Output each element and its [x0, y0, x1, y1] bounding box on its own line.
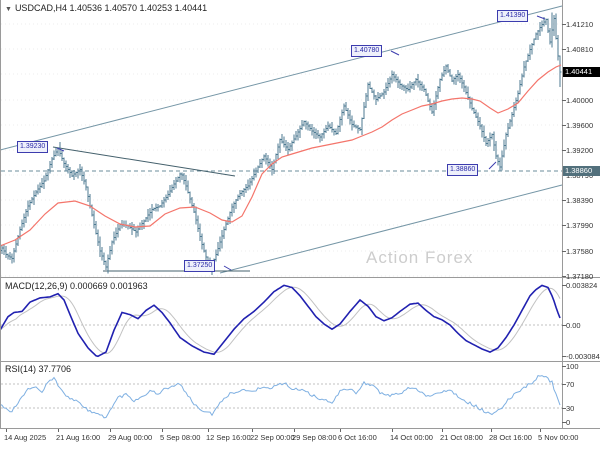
- axis-tick: [562, 356, 566, 357]
- axis-tick: [562, 225, 566, 226]
- ohlc-values: 1.40536 1.40570 1.40253 1.40441: [69, 3, 208, 13]
- level-price-tag: 1.38860: [563, 166, 600, 176]
- time-axis-label: 29 Aug 00:00: [108, 433, 153, 442]
- axis-tick: [562, 285, 566, 286]
- price-callout[interactable]: 1.37250: [184, 260, 216, 272]
- time-axis-tick: [252, 429, 253, 432]
- macd-name: MACD(12,26,9): [5, 281, 68, 291]
- rsi-line: [0, 375, 561, 419]
- rsi-value: 37.7706: [38, 364, 72, 374]
- time-axis-label: 14 Oct 00:00: [390, 433, 433, 442]
- time-axis-label: 14 Aug 2025: [4, 433, 47, 442]
- price-axis-label: 1.39600: [566, 121, 594, 130]
- time-axis-tick: [392, 429, 393, 432]
- chart-dropdown-icon[interactable]: ▼: [5, 6, 12, 13]
- time-axis-tick: [540, 429, 541, 432]
- axis-tick: [562, 24, 566, 25]
- channel-upper[interactable]: [0, 5, 563, 151]
- watermark: Action Forex: [366, 248, 474, 267]
- axis-tick: [562, 384, 566, 385]
- time-axis-separator: [0, 428, 600, 429]
- macd-main-line: [0, 284, 561, 358]
- price-axis-label: 1.40000: [566, 96, 594, 105]
- macd-axis-label: -0.003084: [566, 352, 600, 361]
- time-axis-tick: [340, 429, 341, 432]
- axis-border: [562, 0, 563, 429]
- time-axis-label: 29 Sep 08:00: [292, 433, 337, 442]
- time-axis-label: 5 Nov 00:00: [538, 433, 579, 442]
- macd-axis-label: 0.00: [566, 321, 581, 330]
- time-axis-label: 28 Oct 16:00: [489, 433, 532, 442]
- macd-indicator-label: MACD(12,26,9) 0.000669 0.001963: [5, 281, 148, 291]
- price-axis-label: 1.41210: [566, 20, 594, 29]
- rsi-name: RSI(14): [5, 364, 37, 374]
- axis-tick: [562, 251, 566, 252]
- time-axis-tick: [162, 429, 163, 432]
- time-axis-tick: [442, 429, 443, 432]
- time-axis-tick: [6, 429, 7, 432]
- price-callout[interactable]: 1.38860: [447, 164, 479, 176]
- price-axis-label: 1.37990: [566, 221, 594, 230]
- axis-tick: [562, 276, 566, 277]
- time-axis-tick: [208, 429, 209, 432]
- price-axis-label: 1.37180: [566, 272, 594, 281]
- candlestick-series[interactable]: [0, 12, 562, 276]
- axis-tick: [562, 366, 566, 367]
- axis-tick: [562, 150, 566, 151]
- time-axis-label: 22 Sep 00:00: [250, 433, 295, 442]
- macd-values: 0.000669 0.001963: [70, 281, 148, 291]
- time-axis-label: 6 Oct 16:00: [338, 433, 377, 442]
- descending-trendline[interactable]: [52, 146, 236, 177]
- chart-title: ▼ USDCAD,H4 1.40536 1.40570 1.40253 1.404…: [5, 3, 207, 13]
- axis-tick: [562, 325, 566, 326]
- price-callout[interactable]: 1.39230: [17, 141, 49, 153]
- time-axis-label: 12 Sep 16:00: [206, 433, 251, 442]
- price-callout[interactable]: 1.41390: [497, 10, 529, 22]
- price-axis-label: 1.37580: [566, 247, 594, 256]
- price-axis-label: 1.40810: [566, 45, 594, 54]
- time-axis-tick: [58, 429, 59, 432]
- rsi-axis-label: 70: [566, 380, 575, 389]
- moving-average-line: [0, 64, 562, 247]
- axis-tick: [562, 200, 566, 201]
- current-price-tag: 1.40441: [563, 67, 600, 77]
- price-callout[interactable]: 1.40780: [351, 45, 383, 57]
- rsi-axis-label: 0: [566, 418, 571, 427]
- macd-axis-label: 0.003824: [566, 281, 598, 290]
- time-axis-label: 21 Aug 16:00: [56, 433, 101, 442]
- macd-signal-line: [0, 286, 561, 355]
- axis-tick: [562, 100, 566, 101]
- rsi-axis-label: 100: [566, 362, 579, 371]
- rsi-indicator-label: RSI(14) 37.7706: [5, 364, 71, 374]
- axis-tick: [562, 49, 566, 50]
- axis-tick: [562, 408, 566, 409]
- time-axis-tick: [491, 429, 492, 432]
- time-axis-tick: [294, 429, 295, 432]
- macd-rsi-separator[interactable]: [0, 361, 600, 362]
- price-axis-label: 1.38390: [566, 196, 594, 205]
- price-axis-label: 1.39200: [566, 146, 594, 155]
- left-border: [0, 0, 1, 429]
- symbol-period-label: USDCAD,H4: [14, 3, 67, 13]
- rsi-axis-label: 30: [566, 404, 575, 413]
- price-macd-separator[interactable]: [0, 277, 600, 278]
- axis-tick: [562, 422, 566, 423]
- time-axis-label: 5 Sep 08:00: [160, 433, 201, 442]
- time-axis-tick: [110, 429, 111, 432]
- channel-lower[interactable]: [219, 184, 563, 274]
- time-axis-label: 21 Oct 08:00: [440, 433, 483, 442]
- axis-tick: [562, 125, 566, 126]
